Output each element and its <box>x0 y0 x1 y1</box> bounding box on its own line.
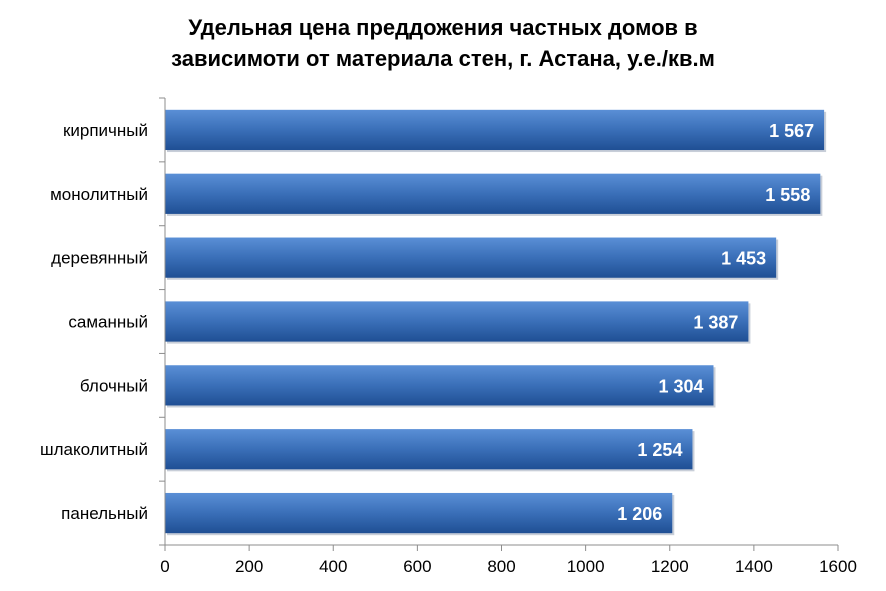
category-label: саманный <box>68 313 148 332</box>
x-tick-label: 0 <box>160 557 169 576</box>
x-tick-label: 600 <box>403 557 431 576</box>
axes-group: кирпичный монолитный деревянный саманный бло… <box>40 97 857 576</box>
chart-title-line2: зависимоти от материала стен, г. Астана,… <box>171 46 715 71</box>
category-label: монолитный <box>50 185 148 204</box>
x-tick-label: 1600 <box>819 557 857 576</box>
data-label: 1 453 <box>721 249 766 269</box>
x-tick-label: 200 <box>235 557 263 576</box>
data-label: 1 567 <box>769 121 814 141</box>
x-tick-label: 800 <box>487 557 515 576</box>
bar-1 <box>165 109 825 151</box>
bar-7 <box>165 492 673 534</box>
data-label: 1 387 <box>693 313 738 333</box>
category-label: шлаколитный <box>40 440 148 459</box>
x-tick-label: 1000 <box>567 557 605 576</box>
category-label: деревянный <box>51 249 148 268</box>
data-label: 1 558 <box>765 185 810 205</box>
category-label: блочный <box>80 376 148 395</box>
chart-title: Удельная цена преддожения частных домов … <box>0 12 886 74</box>
bars-group: 1 567 1 558 1 453 1 387 1 304 1 254 1 206 <box>165 109 827 536</box>
x-tick-label: 1200 <box>651 557 689 576</box>
data-label: 1 304 <box>658 376 703 396</box>
category-label: кирпичный <box>63 121 148 140</box>
bar-6 <box>165 429 693 470</box>
data-label: 1 206 <box>617 504 662 524</box>
data-label: 1 254 <box>637 440 682 460</box>
category-label: панельный <box>61 504 148 523</box>
chart-title-line1: Удельная цена преддожения частных домов … <box>188 15 698 40</box>
bar-4 <box>165 301 749 342</box>
bar-2 <box>165 173 821 214</box>
x-tick-label: 1400 <box>735 557 773 576</box>
bar-5 <box>165 365 714 406</box>
x-tick-label: 400 <box>319 557 347 576</box>
bar-3 <box>165 237 777 278</box>
